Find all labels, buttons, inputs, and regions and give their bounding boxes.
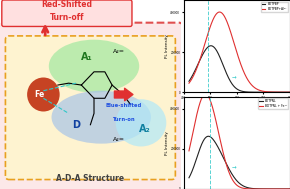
BDTPBP [209,45,213,47]
Ellipse shape [116,99,166,146]
BDTPNL + Fe³⁺ [288,188,290,189]
BDTPBP+Al³⁺ [236,54,240,57]
BDTPBP+Al³⁺ [242,71,246,73]
Y-axis label: PL Intensity: PL Intensity [165,34,169,58]
BDTPNL [286,188,289,189]
Text: A₂: A₂ [139,124,151,133]
BDTPBP [235,88,239,90]
Line: BDTPBP: BDTPBP [189,46,290,92]
BDTPNL [235,180,239,182]
BDTPBP+Al³⁺ [270,91,274,93]
BDTPNL + Fe³⁺ [286,188,289,189]
Text: Blue-shifted: Blue-shifted [106,103,142,108]
BDTPNL + Fe³⁺ [248,188,251,189]
BDTPNL [207,135,210,137]
Text: A-D-A Structure: A-D-A Structure [56,174,124,183]
BDTPBP [187,80,191,82]
Text: Turn-on: Turn-on [112,117,135,122]
Text: Red-Shifted: Red-Shifted [41,0,93,9]
Line: BDTPNL: BDTPNL [189,136,290,189]
Text: A₁: A₁ [81,52,93,62]
FancyBboxPatch shape [2,0,132,26]
BDTPNL + Fe³⁺ [236,185,240,187]
BDTPNL [270,188,274,189]
BDTPNL + Fe³⁺ [242,187,246,189]
BDTPBP [236,88,240,91]
Text: Fe: Fe [35,90,45,99]
BDTPNL + Fe³⁺ [204,93,207,95]
Text: A₂=: A₂= [113,137,125,142]
BDTPBP+Al³⁺ [187,82,191,84]
BDTPBP+Al³⁺ [288,91,290,93]
Text: →: → [232,74,237,79]
BDTPNL + Fe³⁺ [187,150,191,152]
BDTPBP [242,91,246,93]
Text: A₂=: A₂= [113,49,125,53]
BDTPBP [286,91,289,93]
BDTPNL [187,177,191,179]
BDTPNL + Fe³⁺ [235,184,239,187]
Circle shape [27,77,60,112]
Text: →: → [232,165,237,170]
BDTPBP [270,91,274,93]
Line: BDTPBP+Al³⁺: BDTPBP+Al³⁺ [189,12,290,92]
X-axis label: Wavelength (nm): Wavelength (nm) [219,101,255,105]
BDTPNL + Fe³⁺ [270,188,274,189]
Legend: BDTPBP, BDTPBP+Al³⁺: BDTPBP, BDTPBP+Al³⁺ [261,2,289,12]
BDTPBP+Al³⁺ [248,81,251,83]
BDTPNL [288,188,290,189]
BDTPBP+Al³⁺ [218,11,221,13]
FancyBboxPatch shape [0,23,183,189]
BDTPBP+Al³⁺ [235,52,239,54]
BDTPBP [248,91,251,93]
Ellipse shape [49,40,139,93]
Text: Turn-off: Turn-off [50,12,84,22]
BDTPBP [288,91,290,93]
Ellipse shape [52,91,151,144]
Legend: BDTPNL, BDTPNL + Fe³⁺: BDTPNL, BDTPNL + Fe³⁺ [258,98,289,109]
Y-axis label: PL Intensity: PL Intensity [165,131,169,155]
BDTPNL [242,185,246,187]
BDTPBP+Al³⁺ [286,91,289,93]
Text: D: D [72,120,80,130]
BDTPNL [236,181,240,183]
FancyBboxPatch shape [6,36,175,180]
Line: BDTPNL + Fe³⁺: BDTPNL + Fe³⁺ [189,94,290,189]
BDTPNL [248,187,251,189]
